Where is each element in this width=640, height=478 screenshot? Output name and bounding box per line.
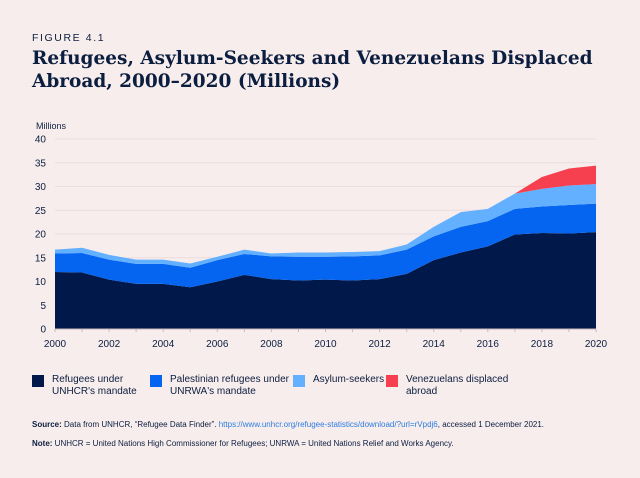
x-tick-label: 2006 — [206, 339, 229, 350]
x-tick-label: 2016 — [477, 339, 500, 350]
area-series-2 — [55, 203, 596, 288]
legend-swatch — [150, 375, 162, 387]
legend-swatch — [386, 375, 398, 387]
stacked-area-chart: Millions 0 5 10 15 20 25 30 35 40 2000 2002 2004 2006… — [35, 121, 608, 350]
legend-label: Asylum-seekers — [313, 374, 385, 385]
x-tick-label: 2008 — [260, 339, 283, 350]
legend-swatch — [293, 375, 305, 387]
y-tick-label: 40 — [35, 135, 47, 146]
y-tick-label: 25 — [35, 206, 47, 217]
footnote: Note: UNHCR = United Nations High Commis… — [32, 439, 454, 448]
legend-swatch — [32, 375, 44, 387]
area-series-1 — [55, 232, 596, 329]
figure-label: FIGURE 4.1 — [32, 32, 106, 44]
legend-item-venezuelans: Venezuelans displaced abroad — [386, 374, 508, 398]
y-tick-label: 20 — [35, 230, 47, 241]
legend-label: Palestinian refugees under — [170, 374, 289, 385]
x-tick-label: 2000 — [44, 339, 67, 350]
legend-label: UNHCR's mandate — [52, 386, 137, 397]
chart-title: Refugees, Asylum-Seekers and Venezuelans… — [32, 48, 593, 92]
note-label: Note: — [32, 439, 53, 448]
legend-item-asylum: Asylum-seekers — [293, 374, 384, 387]
y-tick-label: 5 — [40, 301, 46, 312]
legend-label: Venezuelans displaced — [406, 374, 509, 385]
x-tick-label: 2002 — [98, 339, 121, 350]
source-label: Source: — [32, 420, 62, 429]
y-axis-label: Millions — [36, 121, 67, 131]
note-text: UNHCR = United Nations High Commissioner… — [52, 439, 454, 448]
x-tick-label: 2014 — [423, 339, 446, 350]
x-tick-label: 2018 — [531, 339, 554, 350]
y-tick-label: 10 — [35, 277, 47, 288]
legend-item-unhcr: Refugees under UNHCR's mandate — [32, 374, 137, 398]
y-tick-label: 0 — [40, 325, 46, 336]
source-note: Source: Data from UNHCR, “Refugee Data F… — [32, 420, 544, 429]
source-text-after: , accessed 1 December 2021. — [437, 420, 545, 429]
x-tick-label: 2010 — [314, 339, 337, 350]
source-text: Data from UNHCR, “Refugee Data Finder”. — [61, 420, 219, 429]
y-tick-label: 15 — [35, 253, 47, 264]
legend-item-unrwa: Palestinian refugees under UNRWA's mandat… — [150, 374, 289, 398]
x-tick-label: 2012 — [368, 339, 391, 350]
legend-label: abroad — [406, 386, 438, 397]
y-tick-label: 35 — [35, 158, 47, 169]
x-tick-label: 2004 — [152, 339, 175, 350]
area-series-3 — [55, 184, 596, 268]
y-tick-label: 30 — [35, 182, 47, 193]
legend-label: Refugees under — [52, 374, 124, 385]
source-link[interactable]: https://www.unhcr.org/refugee-statistics… — [218, 420, 438, 429]
legend-label: UNRWA's mandate — [170, 386, 256, 397]
x-tick-label: 2020 — [585, 339, 608, 350]
